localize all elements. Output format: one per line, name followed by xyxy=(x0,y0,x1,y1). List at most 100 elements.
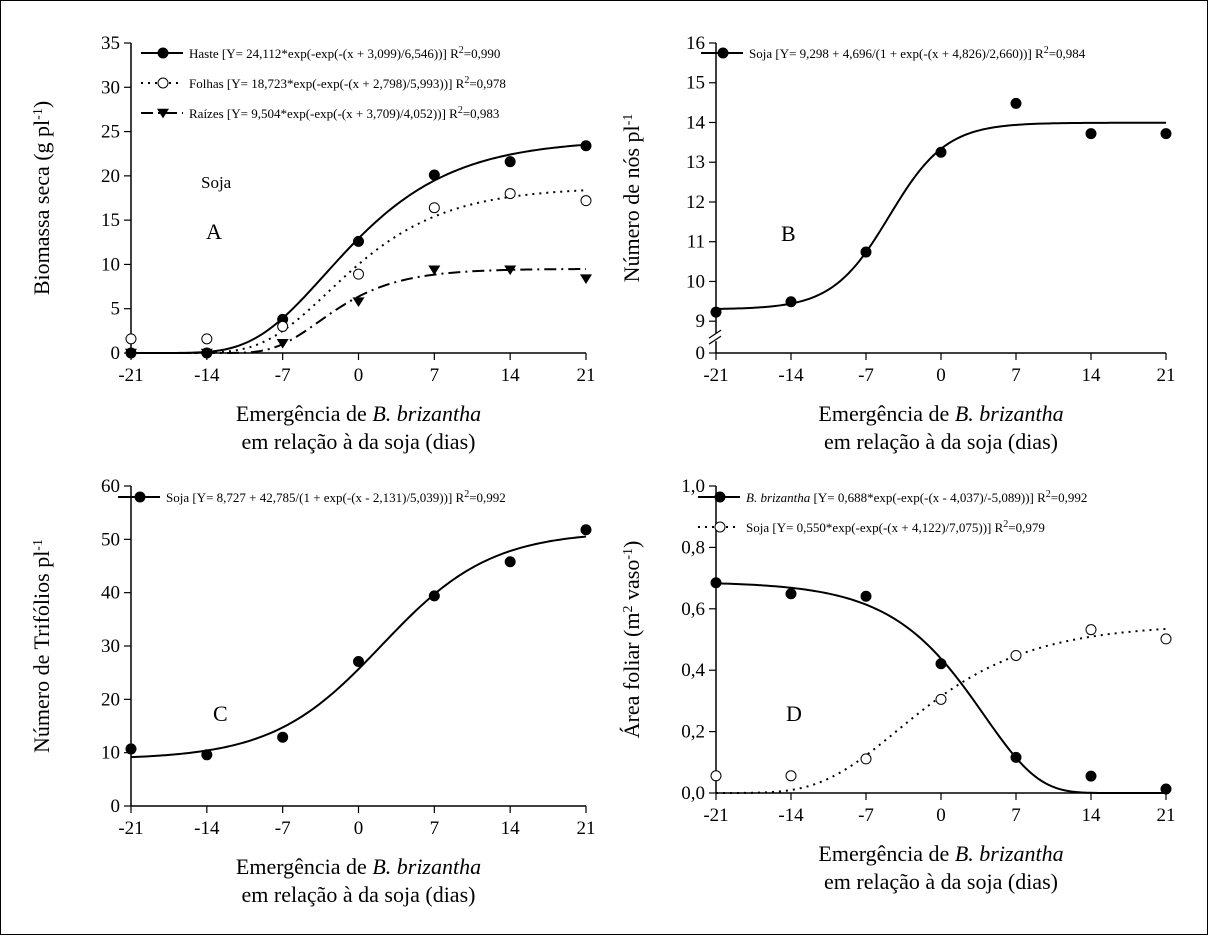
legend-entry: Folhas [Y= 18,723*exp(-exp(-(x + 2,798)/… xyxy=(141,75,506,91)
data-point xyxy=(504,556,516,568)
panel-letter: A xyxy=(206,219,222,244)
y-tick-label: 0,2 xyxy=(681,722,705,743)
y-tick-label: 40 xyxy=(101,583,120,604)
y-tick-label: 0,8 xyxy=(681,537,705,558)
y-tick-label: 0 xyxy=(111,343,121,364)
data-point xyxy=(277,731,289,743)
legend-marker xyxy=(157,47,169,59)
data-point xyxy=(580,274,592,284)
x-tick-label: -21 xyxy=(118,365,143,386)
y-tick-label: 12 xyxy=(686,192,705,213)
x-tick-label: -14 xyxy=(194,365,220,386)
x-tick-label: -14 xyxy=(778,365,804,386)
x-axis-label: Emergência de B. brizantha xyxy=(818,841,1063,866)
legend-label: Haste [Y= 24,112*exp(-exp(-(x + 3,099)/6… xyxy=(189,45,500,62)
data-point xyxy=(200,348,213,359)
x-tick-label: -21 xyxy=(118,818,143,839)
x-tick-label: 21 xyxy=(1157,805,1176,826)
y-tick-label: 5 xyxy=(111,299,121,320)
data-point xyxy=(125,333,137,345)
data-point xyxy=(353,268,364,280)
panel-letter: B xyxy=(781,221,796,246)
data-point xyxy=(935,658,947,670)
y-tick-label: 30 xyxy=(101,636,120,657)
y-tick-label: 30 xyxy=(101,77,120,98)
series-line xyxy=(131,143,587,354)
chart-panel-b: -21 -14 -7 0 7 14 21 0 9 10 11 12 13 14 15 16 Soja [Y= 9… xyxy=(619,33,1176,454)
legend-marker xyxy=(717,47,729,59)
data-point xyxy=(580,140,592,152)
data-point xyxy=(201,333,213,345)
y-axis-label: Número de nós pl-1 xyxy=(619,114,644,283)
legend-label: Soja [Y= 8,727 + 42,785/(1 + exp(-(x - 2… xyxy=(166,489,506,506)
y-tick-label: 20 xyxy=(101,689,120,710)
panel-annotation: Soja xyxy=(201,173,232,192)
x-tick-label: 0 xyxy=(936,805,946,826)
y-tick-label: 0,4 xyxy=(681,660,705,681)
x-tick-label: -21 xyxy=(703,365,728,386)
data-point xyxy=(428,590,440,602)
data-point xyxy=(580,524,592,536)
legend-label: Soja [Y= 9,298 + 4,696/(1 + exp(-(x + 4,… xyxy=(749,45,1086,62)
data-point xyxy=(1085,128,1097,140)
data-point xyxy=(1085,770,1097,782)
data-point xyxy=(1010,97,1022,109)
y-tick-label: 35 xyxy=(101,33,120,54)
data-point xyxy=(1010,649,1022,661)
y-tick-label: 16 xyxy=(686,33,705,54)
data-point xyxy=(277,320,289,332)
y-tick-label: 14 xyxy=(686,112,706,133)
data-point xyxy=(428,202,440,214)
data-point xyxy=(428,169,440,181)
x-tick-label: -7 xyxy=(275,818,291,839)
series-a-2 xyxy=(125,265,592,359)
axis-break-slash xyxy=(708,329,722,339)
data-point xyxy=(785,770,797,782)
x-tick-label: 14 xyxy=(1082,365,1102,386)
legend-entry: Soja [Y= 9,298 + 4,696/(1 + exp(-(x + 4,… xyxy=(701,45,1086,62)
series-d-1 xyxy=(710,624,1172,794)
x-axis-label: Emergência de B. brizantha xyxy=(236,401,481,426)
legend-entry: B. brizantha [Y= 0,688*exp(-exp(-(x - 4,… xyxy=(698,489,1087,505)
y-axis-label: Área foliar (m2 vaso-1) xyxy=(619,541,644,739)
y-tick-label: 15 xyxy=(101,210,120,231)
x-axis-label-line2: em relação à da soja (dias) xyxy=(242,882,476,907)
x-axis-label-line2: em relação à da soja (dias) xyxy=(824,869,1058,894)
chart-panel-a: -21 -14 -7 0 7 14 21 0 5 10 15 20 25 30 35 Haste [Y= 24… xyxy=(29,33,596,454)
legend-marker xyxy=(157,77,169,89)
y-tick-label: 25 xyxy=(101,122,120,143)
data-point xyxy=(504,265,517,276)
x-tick-label: 21 xyxy=(1157,365,1176,386)
x-axis-label-line2: em relação à da soja (dias) xyxy=(242,429,476,454)
data-point xyxy=(860,246,872,258)
legend-label: Soja [Y= 0,550*exp(-exp(-(x + 4,122)/7,0… xyxy=(746,519,1045,536)
series-line xyxy=(130,535,587,759)
data-point xyxy=(1085,624,1097,636)
legend-marker xyxy=(714,491,726,503)
legend-entry: Raízes [Y= 9,504*exp(-exp(-(x + 3,709)/4… xyxy=(141,105,499,121)
x-tick-label: 7 xyxy=(1011,365,1021,386)
y-tick-label: 9 xyxy=(696,311,706,332)
data-point xyxy=(1010,751,1022,763)
data-point xyxy=(860,590,872,602)
x-axis-label: Emergência de B. brizantha xyxy=(818,401,1063,426)
legend-entry: Soja [Y= 0,550*exp(-exp(-(x + 4,122)/7,0… xyxy=(698,519,1045,536)
data-point xyxy=(1160,783,1172,795)
data-point xyxy=(353,655,364,667)
data-point xyxy=(352,297,365,308)
data-point xyxy=(125,348,137,359)
x-tick-label: 7 xyxy=(430,365,440,386)
y-tick-label: 10 xyxy=(101,254,120,275)
x-tick-label: 0 xyxy=(354,365,364,386)
x-tick-label: 14 xyxy=(501,365,521,386)
axis-break-gap xyxy=(710,333,722,342)
y-tick-label: 10 xyxy=(101,743,120,764)
x-tick-label: -7 xyxy=(858,365,874,386)
data-point xyxy=(125,743,137,755)
x-tick-label: 14 xyxy=(501,818,521,839)
data-point xyxy=(428,265,441,276)
series-line xyxy=(716,627,1167,794)
series-d-0 xyxy=(710,577,1172,795)
